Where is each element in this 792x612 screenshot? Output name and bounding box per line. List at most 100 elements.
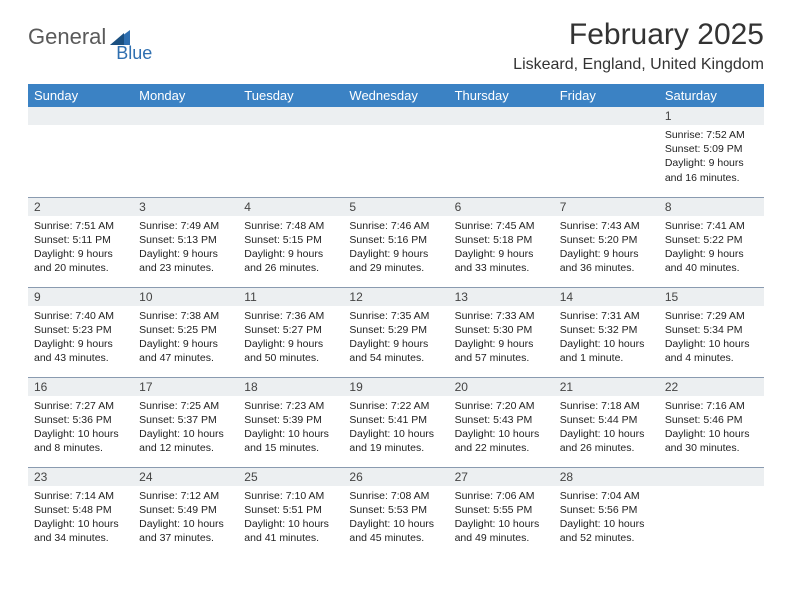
day-details: Sunrise: 7:14 AMSunset: 5:48 PMDaylight:… xyxy=(28,486,133,550)
calendar-cell: 20Sunrise: 7:20 AMSunset: 5:43 PMDayligh… xyxy=(449,377,554,467)
month-title: February 2025 xyxy=(513,18,764,52)
calendar-cell xyxy=(449,107,554,197)
calendar-cell: 5Sunrise: 7:46 AMSunset: 5:16 PMDaylight… xyxy=(343,197,448,287)
calendar-cell: 4Sunrise: 7:48 AMSunset: 5:15 PMDaylight… xyxy=(238,197,343,287)
calendar-cell xyxy=(659,467,764,557)
day-number: 8 xyxy=(659,198,764,216)
day-number: 22 xyxy=(659,378,764,396)
day-number: 2 xyxy=(28,198,133,216)
calendar-cell: 24Sunrise: 7:12 AMSunset: 5:49 PMDayligh… xyxy=(133,467,238,557)
calendar-cell: 25Sunrise: 7:10 AMSunset: 5:51 PMDayligh… xyxy=(238,467,343,557)
logo: General Blue xyxy=(28,18,170,50)
day-details: Sunrise: 7:46 AMSunset: 5:16 PMDaylight:… xyxy=(343,216,448,280)
calendar-cell: 18Sunrise: 7:23 AMSunset: 5:39 PMDayligh… xyxy=(238,377,343,467)
day-number: 6 xyxy=(449,198,554,216)
dow-tuesday: Tuesday xyxy=(238,84,343,107)
calendar-cell xyxy=(554,107,659,197)
calendar-cell: 10Sunrise: 7:38 AMSunset: 5:25 PMDayligh… xyxy=(133,287,238,377)
day-number-empty xyxy=(449,107,554,125)
day-number: 19 xyxy=(343,378,448,396)
day-number: 16 xyxy=(28,378,133,396)
day-number: 15 xyxy=(659,288,764,306)
day-number: 27 xyxy=(449,468,554,486)
logo-text-general: General xyxy=(28,24,106,50)
dow-wednesday: Wednesday xyxy=(343,84,448,107)
dow-saturday: Saturday xyxy=(659,84,764,107)
location: Liskeard, England, United Kingdom xyxy=(513,56,764,74)
day-number: 25 xyxy=(238,468,343,486)
calendar-cell: 8Sunrise: 7:41 AMSunset: 5:22 PMDaylight… xyxy=(659,197,764,287)
calendar-cell: 14Sunrise: 7:31 AMSunset: 5:32 PMDayligh… xyxy=(554,287,659,377)
dow-friday: Friday xyxy=(554,84,659,107)
calendar-cell: 1Sunrise: 7:52 AMSunset: 5:09 PMDaylight… xyxy=(659,107,764,197)
day-details: Sunrise: 7:23 AMSunset: 5:39 PMDaylight:… xyxy=(238,396,343,460)
calendar-cell: 13Sunrise: 7:33 AMSunset: 5:30 PMDayligh… xyxy=(449,287,554,377)
calendar-cell: 2Sunrise: 7:51 AMSunset: 5:11 PMDaylight… xyxy=(28,197,133,287)
day-details: Sunrise: 7:04 AMSunset: 5:56 PMDaylight:… xyxy=(554,486,659,550)
weekday-header-row: Sunday Monday Tuesday Wednesday Thursday… xyxy=(28,84,764,107)
day-number: 9 xyxy=(28,288,133,306)
calendar-cell: 17Sunrise: 7:25 AMSunset: 5:37 PMDayligh… xyxy=(133,377,238,467)
calendar-week-row: 23Sunrise: 7:14 AMSunset: 5:48 PMDayligh… xyxy=(28,467,764,557)
dow-sunday: Sunday xyxy=(28,84,133,107)
day-details: Sunrise: 7:36 AMSunset: 5:27 PMDaylight:… xyxy=(238,306,343,370)
dow-monday: Monday xyxy=(133,84,238,107)
day-number: 28 xyxy=(554,468,659,486)
day-details: Sunrise: 7:20 AMSunset: 5:43 PMDaylight:… xyxy=(449,396,554,460)
calendar-cell: 16Sunrise: 7:27 AMSunset: 5:36 PMDayligh… xyxy=(28,377,133,467)
calendar-cell: 9Sunrise: 7:40 AMSunset: 5:23 PMDaylight… xyxy=(28,287,133,377)
calendar-cell xyxy=(343,107,448,197)
day-number: 26 xyxy=(343,468,448,486)
calendar-week-row: 1Sunrise: 7:52 AMSunset: 5:09 PMDaylight… xyxy=(28,107,764,197)
day-number: 14 xyxy=(554,288,659,306)
calendar-cell xyxy=(28,107,133,197)
calendar-cell: 19Sunrise: 7:22 AMSunset: 5:41 PMDayligh… xyxy=(343,377,448,467)
calendar-cell: 15Sunrise: 7:29 AMSunset: 5:34 PMDayligh… xyxy=(659,287,764,377)
day-details: Sunrise: 7:52 AMSunset: 5:09 PMDaylight:… xyxy=(659,125,764,189)
day-details: Sunrise: 7:12 AMSunset: 5:49 PMDaylight:… xyxy=(133,486,238,550)
day-number-empty xyxy=(343,107,448,125)
day-number: 11 xyxy=(238,288,343,306)
day-number: 10 xyxy=(133,288,238,306)
day-number: 18 xyxy=(238,378,343,396)
day-number: 5 xyxy=(343,198,448,216)
day-details: Sunrise: 7:51 AMSunset: 5:11 PMDaylight:… xyxy=(28,216,133,280)
calendar-cell: 23Sunrise: 7:14 AMSunset: 5:48 PMDayligh… xyxy=(28,467,133,557)
calendar-cell: 27Sunrise: 7:06 AMSunset: 5:55 PMDayligh… xyxy=(449,467,554,557)
day-number: 17 xyxy=(133,378,238,396)
dow-thursday: Thursday xyxy=(449,84,554,107)
day-details: Sunrise: 7:41 AMSunset: 5:22 PMDaylight:… xyxy=(659,216,764,280)
day-number: 3 xyxy=(133,198,238,216)
day-details: Sunrise: 7:31 AMSunset: 5:32 PMDaylight:… xyxy=(554,306,659,370)
calendar-cell: 7Sunrise: 7:43 AMSunset: 5:20 PMDaylight… xyxy=(554,197,659,287)
calendar-cell: 3Sunrise: 7:49 AMSunset: 5:13 PMDaylight… xyxy=(133,197,238,287)
calendar-cell: 28Sunrise: 7:04 AMSunset: 5:56 PMDayligh… xyxy=(554,467,659,557)
day-number: 23 xyxy=(28,468,133,486)
day-details: Sunrise: 7:06 AMSunset: 5:55 PMDaylight:… xyxy=(449,486,554,550)
day-number-empty xyxy=(659,468,764,486)
day-details: Sunrise: 7:25 AMSunset: 5:37 PMDaylight:… xyxy=(133,396,238,460)
header: General Blue February 2025 Liskeard, Eng… xyxy=(28,18,764,74)
day-number: 21 xyxy=(554,378,659,396)
calendar-cell xyxy=(133,107,238,197)
calendar-cell: 22Sunrise: 7:16 AMSunset: 5:46 PMDayligh… xyxy=(659,377,764,467)
calendar-week-row: 16Sunrise: 7:27 AMSunset: 5:36 PMDayligh… xyxy=(28,377,764,467)
calendar-cell xyxy=(238,107,343,197)
calendar-table: Sunday Monday Tuesday Wednesday Thursday… xyxy=(28,84,764,557)
day-number: 12 xyxy=(343,288,448,306)
day-details: Sunrise: 7:40 AMSunset: 5:23 PMDaylight:… xyxy=(28,306,133,370)
day-details: Sunrise: 7:38 AMSunset: 5:25 PMDaylight:… xyxy=(133,306,238,370)
day-number: 1 xyxy=(659,107,764,125)
day-details: Sunrise: 7:33 AMSunset: 5:30 PMDaylight:… xyxy=(449,306,554,370)
calendar-cell: 11Sunrise: 7:36 AMSunset: 5:27 PMDayligh… xyxy=(238,287,343,377)
calendar-cell: 6Sunrise: 7:45 AMSunset: 5:18 PMDaylight… xyxy=(449,197,554,287)
day-details: Sunrise: 7:45 AMSunset: 5:18 PMDaylight:… xyxy=(449,216,554,280)
day-details: Sunrise: 7:27 AMSunset: 5:36 PMDaylight:… xyxy=(28,396,133,460)
day-details: Sunrise: 7:08 AMSunset: 5:53 PMDaylight:… xyxy=(343,486,448,550)
day-details: Sunrise: 7:22 AMSunset: 5:41 PMDaylight:… xyxy=(343,396,448,460)
day-number-empty xyxy=(238,107,343,125)
day-details: Sunrise: 7:18 AMSunset: 5:44 PMDaylight:… xyxy=(554,396,659,460)
day-number: 20 xyxy=(449,378,554,396)
day-details: Sunrise: 7:49 AMSunset: 5:13 PMDaylight:… xyxy=(133,216,238,280)
day-number-empty xyxy=(133,107,238,125)
